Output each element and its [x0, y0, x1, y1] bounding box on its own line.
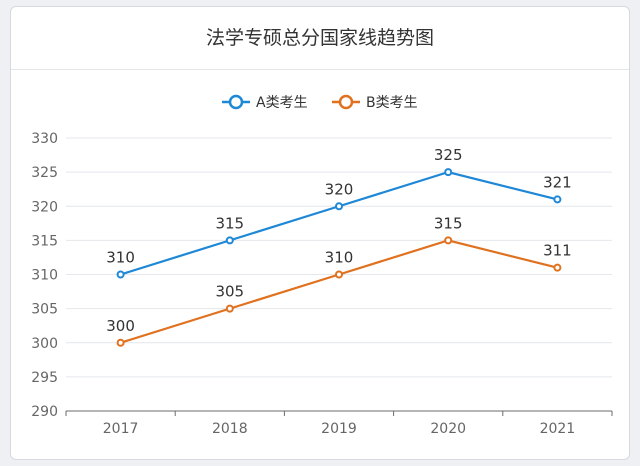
y-tick-label: 325 — [31, 165, 58, 181]
data-point — [444, 236, 453, 245]
data-label: 310 — [106, 249, 135, 267]
data-label: 300 — [106, 317, 135, 335]
y-tick-label: 320 — [31, 199, 58, 215]
legend-marker — [338, 94, 354, 110]
legend-label: A类考生 — [256, 95, 308, 111]
data-point — [335, 270, 343, 279]
y-tick-label: 315 — [31, 233, 58, 249]
chart-title: 法学专硕总分国家线趋势图 — [11, 7, 629, 70]
data-point — [116, 270, 125, 279]
x-tick-label: 2017 — [103, 421, 139, 437]
data-point — [444, 168, 453, 177]
data-point — [225, 304, 234, 313]
legend-marker — [228, 94, 244, 110]
data-label: 315 — [215, 214, 244, 232]
y-tick-label: 290 — [31, 404, 58, 420]
data-point — [553, 195, 562, 204]
legend-label: B类考生 — [366, 95, 418, 111]
x-tick-label: 2020 — [430, 421, 466, 437]
data-label: 321 — [543, 173, 572, 191]
data-point — [116, 338, 125, 347]
data-label: 325 — [434, 146, 463, 164]
data-point — [225, 236, 234, 245]
y-tick-label: 305 — [31, 302, 58, 318]
data-label: 311 — [543, 242, 572, 260]
data-label: 315 — [434, 214, 463, 232]
x-tick-label: 2021 — [540, 421, 576, 437]
x-tick-label: 2018 — [212, 421, 248, 437]
y-tick-label: 295 — [31, 370, 58, 386]
data-label: 305 — [215, 283, 244, 301]
x-tick-label: 2019 — [321, 421, 357, 437]
chart-card: 法学专硕总分国家线趋势图 — [10, 6, 630, 460]
y-tick-label: 310 — [31, 268, 58, 284]
data-label: 310 — [325, 249, 354, 267]
data-label: 320 — [325, 180, 354, 198]
data-point — [335, 202, 343, 211]
y-tick-label: 330 — [31, 131, 58, 147]
y-tick-label: 300 — [31, 336, 58, 352]
data-point — [553, 263, 562, 272]
